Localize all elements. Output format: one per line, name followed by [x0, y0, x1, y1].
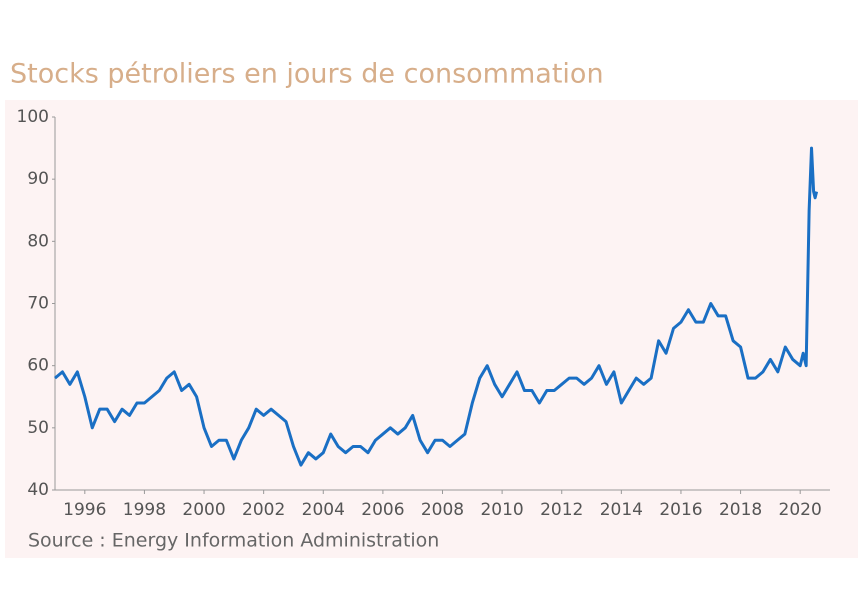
- y-tick-label: 70: [27, 294, 49, 314]
- chart-title: Stocks pétroliers en jours de consommati…: [10, 59, 604, 90]
- x-tick-label: 2002: [242, 500, 285, 520]
- x-tick-label: 1996: [63, 500, 106, 520]
- x-tick-label: 2000: [182, 500, 225, 520]
- y-tick-label: 60: [27, 356, 49, 376]
- x-tick-label: 2010: [480, 500, 523, 520]
- x-tick-label: 1998: [123, 500, 166, 520]
- x-tick-label: 2014: [600, 500, 643, 520]
- y-tick-label: 80: [27, 231, 49, 251]
- x-tick-label: 2006: [361, 500, 404, 520]
- y-tick-label: 90: [27, 169, 49, 189]
- x-tick-label: 2016: [659, 500, 702, 520]
- y-tick-label: 50: [27, 418, 49, 438]
- data-line: [54, 146, 819, 467]
- x-tick-label: 2008: [421, 500, 464, 520]
- y-tick-label: 100: [17, 107, 49, 127]
- x-tick-label: 2018: [719, 500, 762, 520]
- x-tick-label: 2012: [540, 500, 583, 520]
- source: Source : Energy Information Administrati…: [28, 530, 439, 552]
- panel-background: [5, 100, 858, 558]
- y-tick-label: 40: [27, 480, 49, 500]
- x-tick-label: 2004: [302, 500, 345, 520]
- x-tick-label: 2020: [779, 500, 822, 520]
